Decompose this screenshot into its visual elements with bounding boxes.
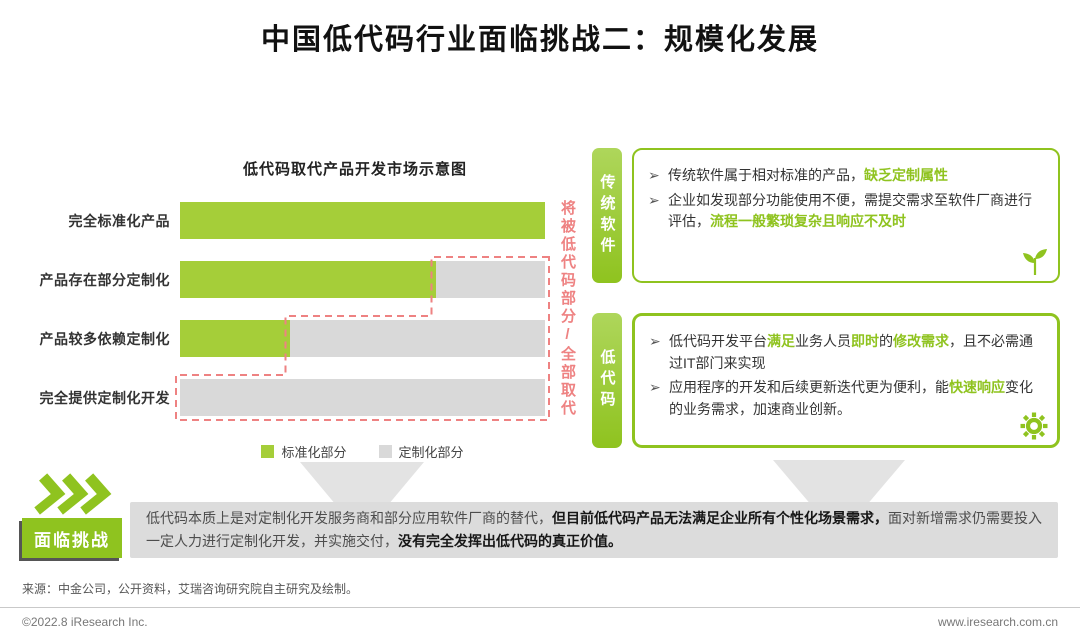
row-bars [180, 261, 545, 298]
panel-body-lowcode: ➢ 低代码开发平台满足业务人员即时的修改需求，且不必需通过IT部门来实现 ➢ 应… [632, 313, 1060, 448]
row-bars [180, 320, 545, 357]
chart-legend: 标准化部分 定制化部分 [180, 442, 545, 461]
comparison-panels: 传统软件 ➢ 传统软件属于相对标准的产品，缺乏定制属性 ➢ 企业如发现部分功能使… [592, 148, 1060, 448]
arrow-bullet-icon: ➢ [648, 191, 660, 208]
chart-row: 产品较多依赖定制化 [20, 320, 595, 357]
chart-title: 低代码取代产品开发市场示意图 [242, 161, 467, 178]
arrow-bullet-icon: ➢ [649, 333, 661, 349]
panel-tab-lowcode: 低代码 [592, 313, 622, 448]
bullet-text: 低代码开发平台满足业务人员即时的修改需求，且不必需通过IT部门来实现 [669, 333, 1033, 371]
funnel-arrow-right [773, 460, 905, 502]
bar-customized [435, 261, 545, 298]
bullet-text: 应用程序的开发和后续更新迭代更为便利，能快速响应变化的业务需求，加速商业创新。 [669, 379, 1033, 418]
legend-item-customized: 定制化部分 [378, 442, 464, 461]
legend-label-customized: 定制化部分 [398, 445, 464, 460]
panel-tab-traditional: 传统软件 [592, 148, 622, 283]
row-label: 完全提供定制化开发 [39, 389, 170, 406]
dashed-replacement-outline [175, 256, 550, 421]
bullet-item: ➢ 低代码开发平台满足业务人员即时的修改需求，且不必需通过IT部门来实现 [649, 331, 1043, 374]
source-note: 来源：中金公司，公开资料，艾瑞咨询研究院自主研究及绘制。 [22, 582, 359, 596]
challenge-label: 面临挑战 [22, 518, 122, 558]
row-label: 产品较多依赖定制化 [39, 330, 170, 347]
arrow-bullet-icon: ➢ [648, 167, 660, 183]
legend-swatch-customized-icon [378, 445, 392, 458]
sprout-icon [1019, 246, 1051, 278]
gear-icon [1018, 410, 1050, 442]
market-chart: 低代码取代产品开发市场示意图 完全标准化产品 产品存在部分定制化 产品较多依赖定… [20, 150, 595, 472]
row-bars [180, 379, 545, 416]
legend-swatch-standardized-icon [261, 445, 275, 458]
footer-url: www.iresearch.com.cn [937, 615, 1058, 629]
challenge-banner: 低代码本质上是对定制化开发服务商和部分应用软件厂商的替代，但目前低代码产品无法满… [130, 502, 1058, 558]
bullet-item: ➢ 传统软件属于相对标准的产品，缺乏定制属性 [648, 165, 1044, 187]
funnel-arrow-left [300, 462, 424, 502]
panel-low-code: 低代码 ➢ 低代码开发平台满足业务人员即时的修改需求，且不必需通过IT部门来实现… [592, 313, 1060, 448]
row-bars [180, 202, 545, 239]
bullet-item: ➢ 企业如发现部分功能使用不便，需提交需求至软件厂商进行评估，流程一般繁琐复杂且… [648, 190, 1044, 233]
bullet-item: ➢ 应用程序的开发和后续更新迭代更为便利，能快速响应变化的业务需求，加速商业创新… [649, 377, 1043, 420]
chart-row: 产品存在部分定制化 [20, 261, 595, 298]
legend-item-standardized: 标准化部分 [261, 442, 347, 461]
panel-traditional-software: 传统软件 ➢ 传统软件属于相对标准的产品，缺乏定制属性 ➢ 企业如发现部分功能使… [592, 148, 1060, 283]
bullet-text: 传统软件属于相对标准的产品，缺乏定制属性 [668, 167, 948, 183]
bar-standardized [180, 261, 436, 298]
bar-standardized [180, 202, 545, 239]
panel-body-traditional: ➢ 传统软件属于相对标准的产品，缺乏定制属性 ➢ 企业如发现部分功能使用不便，需… [632, 148, 1060, 283]
challenge-text: 低代码本质上是对定制化开发服务商和部分应用软件厂商的替代，但目前低代码产品无法满… [146, 509, 1042, 549]
bar-standardized [180, 320, 290, 357]
row-label: 完全标准化产品 [68, 212, 170, 229]
page-title: 中国低代码行业面临挑战二：规模化发展 [260, 24, 819, 56]
replacement-note: 将被低代码部分/全部取代 [559, 200, 576, 418]
triple-chevron-icon [30, 472, 116, 516]
arrow-bullet-icon: ➢ [649, 379, 661, 396]
legend-label-standardized: 标准化部分 [281, 445, 347, 460]
row-label: 产品存在部分定制化 [39, 271, 170, 288]
bullet-text: 企业如发现部分功能使用不便，需提交需求至软件厂商进行评估，流程一般繁琐复杂且响应… [668, 191, 1032, 230]
footer-divider [0, 607, 1080, 608]
chart-row: 完全提供定制化开发 [20, 379, 595, 416]
bar-customized [180, 379, 545, 416]
chart-row: 完全标准化产品 [20, 202, 595, 239]
bar-customized [289, 320, 545, 357]
footer-copyright: ©2022.8 iResearch Inc. [22, 615, 148, 629]
